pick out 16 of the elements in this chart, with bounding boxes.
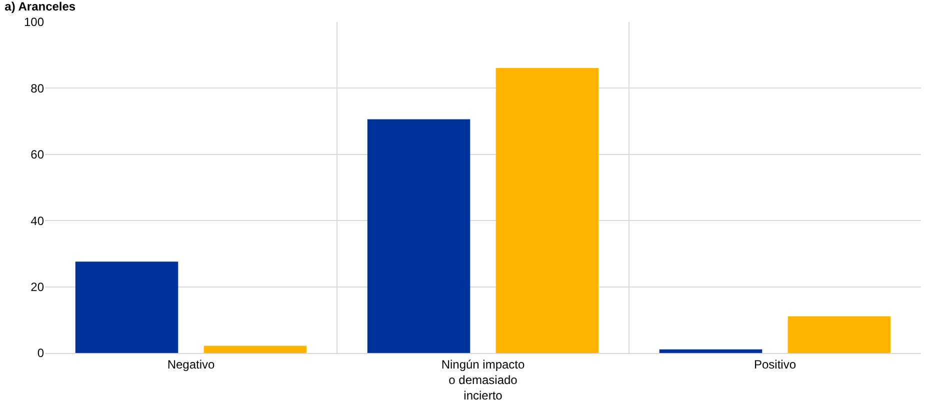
bar [75,262,178,353]
bar [496,68,599,353]
y-tick-label: 60 [30,148,44,162]
y-tick-label: 100 [24,15,44,30]
x-tick-label: Negativo [167,357,215,372]
bar [659,349,762,353]
bar [788,316,891,353]
x-tick-label: Ningún impacto o demasiado incierto [441,357,526,403]
y-tick-label: 0 [37,346,44,360]
y-tick-label: 20 [30,280,44,294]
y-tick-label: 40 [30,214,44,228]
x-tick-label: Positivo [754,357,796,372]
chart-title: a) Aranceles [4,0,76,14]
y-tick-label: 80 [30,81,44,96]
bar [204,346,307,353]
bar [367,119,470,353]
